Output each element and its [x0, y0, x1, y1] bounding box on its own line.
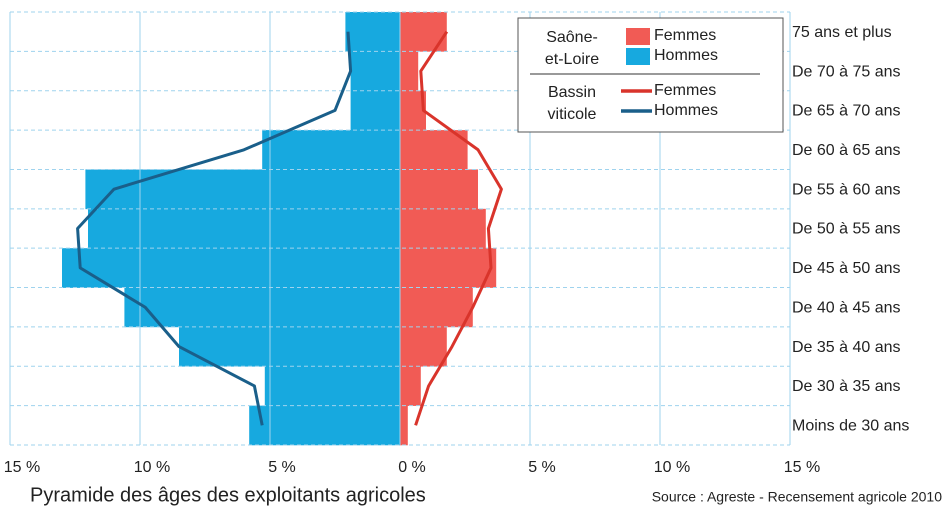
- legend: Saône-et-Loire Femmes Hommes Bassin viticole…: [517, 17, 784, 133]
- bar: [400, 169, 478, 210]
- y-tick-label: De 70 à 75 ans: [792, 63, 901, 80]
- y-tick-label: De 35 à 40 ans: [792, 339, 901, 356]
- line: [76, 31, 353, 426]
- x-tick-label: 5 %: [268, 459, 296, 476]
- x-tick-label: 0 %: [398, 459, 426, 476]
- y-tick-label: De 55 à 60 ans: [792, 181, 901, 198]
- grid: [9, 11, 791, 446]
- bar: [345, 12, 400, 52]
- legend-label: Hommes: [654, 47, 718, 64]
- bar: [400, 326, 447, 367]
- chart-title: Pyramide des âges des exploitants agrico…: [30, 484, 426, 506]
- legend-label: Femmes: [654, 82, 716, 99]
- legend-group-title: Bassin: [548, 84, 596, 101]
- bar: [264, 366, 400, 406]
- x-tick-label: 10 %: [654, 459, 690, 476]
- bars: [62, 12, 497, 446]
- legend-group-title: viticole: [548, 106, 597, 123]
- line: [414, 30, 503, 426]
- bar: [350, 90, 400, 131]
- bar: [262, 130, 400, 170]
- bar: [124, 287, 401, 328]
- legend-label: Hommes: [654, 102, 718, 119]
- bar: [400, 12, 447, 52]
- y-tick-label: De 65 à 70 ans: [792, 103, 901, 120]
- bar: [179, 326, 400, 367]
- lines: [76, 30, 503, 426]
- bar: [88, 208, 400, 249]
- x-tick-label: 15 %: [4, 459, 40, 476]
- bar: [400, 208, 486, 249]
- legend-group-title: et-Loire: [545, 51, 599, 68]
- y-tick-label: De 45 à 50 ans: [792, 260, 901, 277]
- bar: [85, 169, 401, 210]
- legend-group-title: Saône-: [546, 29, 598, 46]
- legend-box: [517, 17, 784, 133]
- bar: [400, 51, 419, 92]
- bar: [350, 51, 400, 92]
- y-tick-label: De 50 à 55 ans: [792, 221, 901, 238]
- bar: [400, 130, 468, 170]
- bar: [400, 287, 473, 328]
- legend-swatch: [626, 28, 650, 45]
- legend-swatch: [626, 48, 650, 65]
- x-tick-label: 15 %: [784, 459, 820, 476]
- source: Source : Agreste - Recensement agricole …: [652, 489, 942, 505]
- bar: [400, 405, 408, 446]
- x-tick-label: 5 %: [528, 459, 556, 476]
- bar: [249, 405, 400, 446]
- legend-label: Femmes: [654, 27, 716, 44]
- y-tick-label: De 60 à 65 ans: [792, 142, 901, 159]
- y-tick-label: De 40 à 45 ans: [792, 299, 901, 316]
- bar: [62, 248, 400, 288]
- bar: [400, 248, 497, 288]
- x-tick-label: 10 %: [134, 459, 170, 476]
- y-tick-label: Moins de 30 ans: [792, 418, 909, 435]
- y-tick-label: 75 ans et plus: [792, 24, 892, 41]
- bar: [400, 366, 421, 406]
- y-tick-label: De 30 à 35 ans: [792, 378, 901, 395]
